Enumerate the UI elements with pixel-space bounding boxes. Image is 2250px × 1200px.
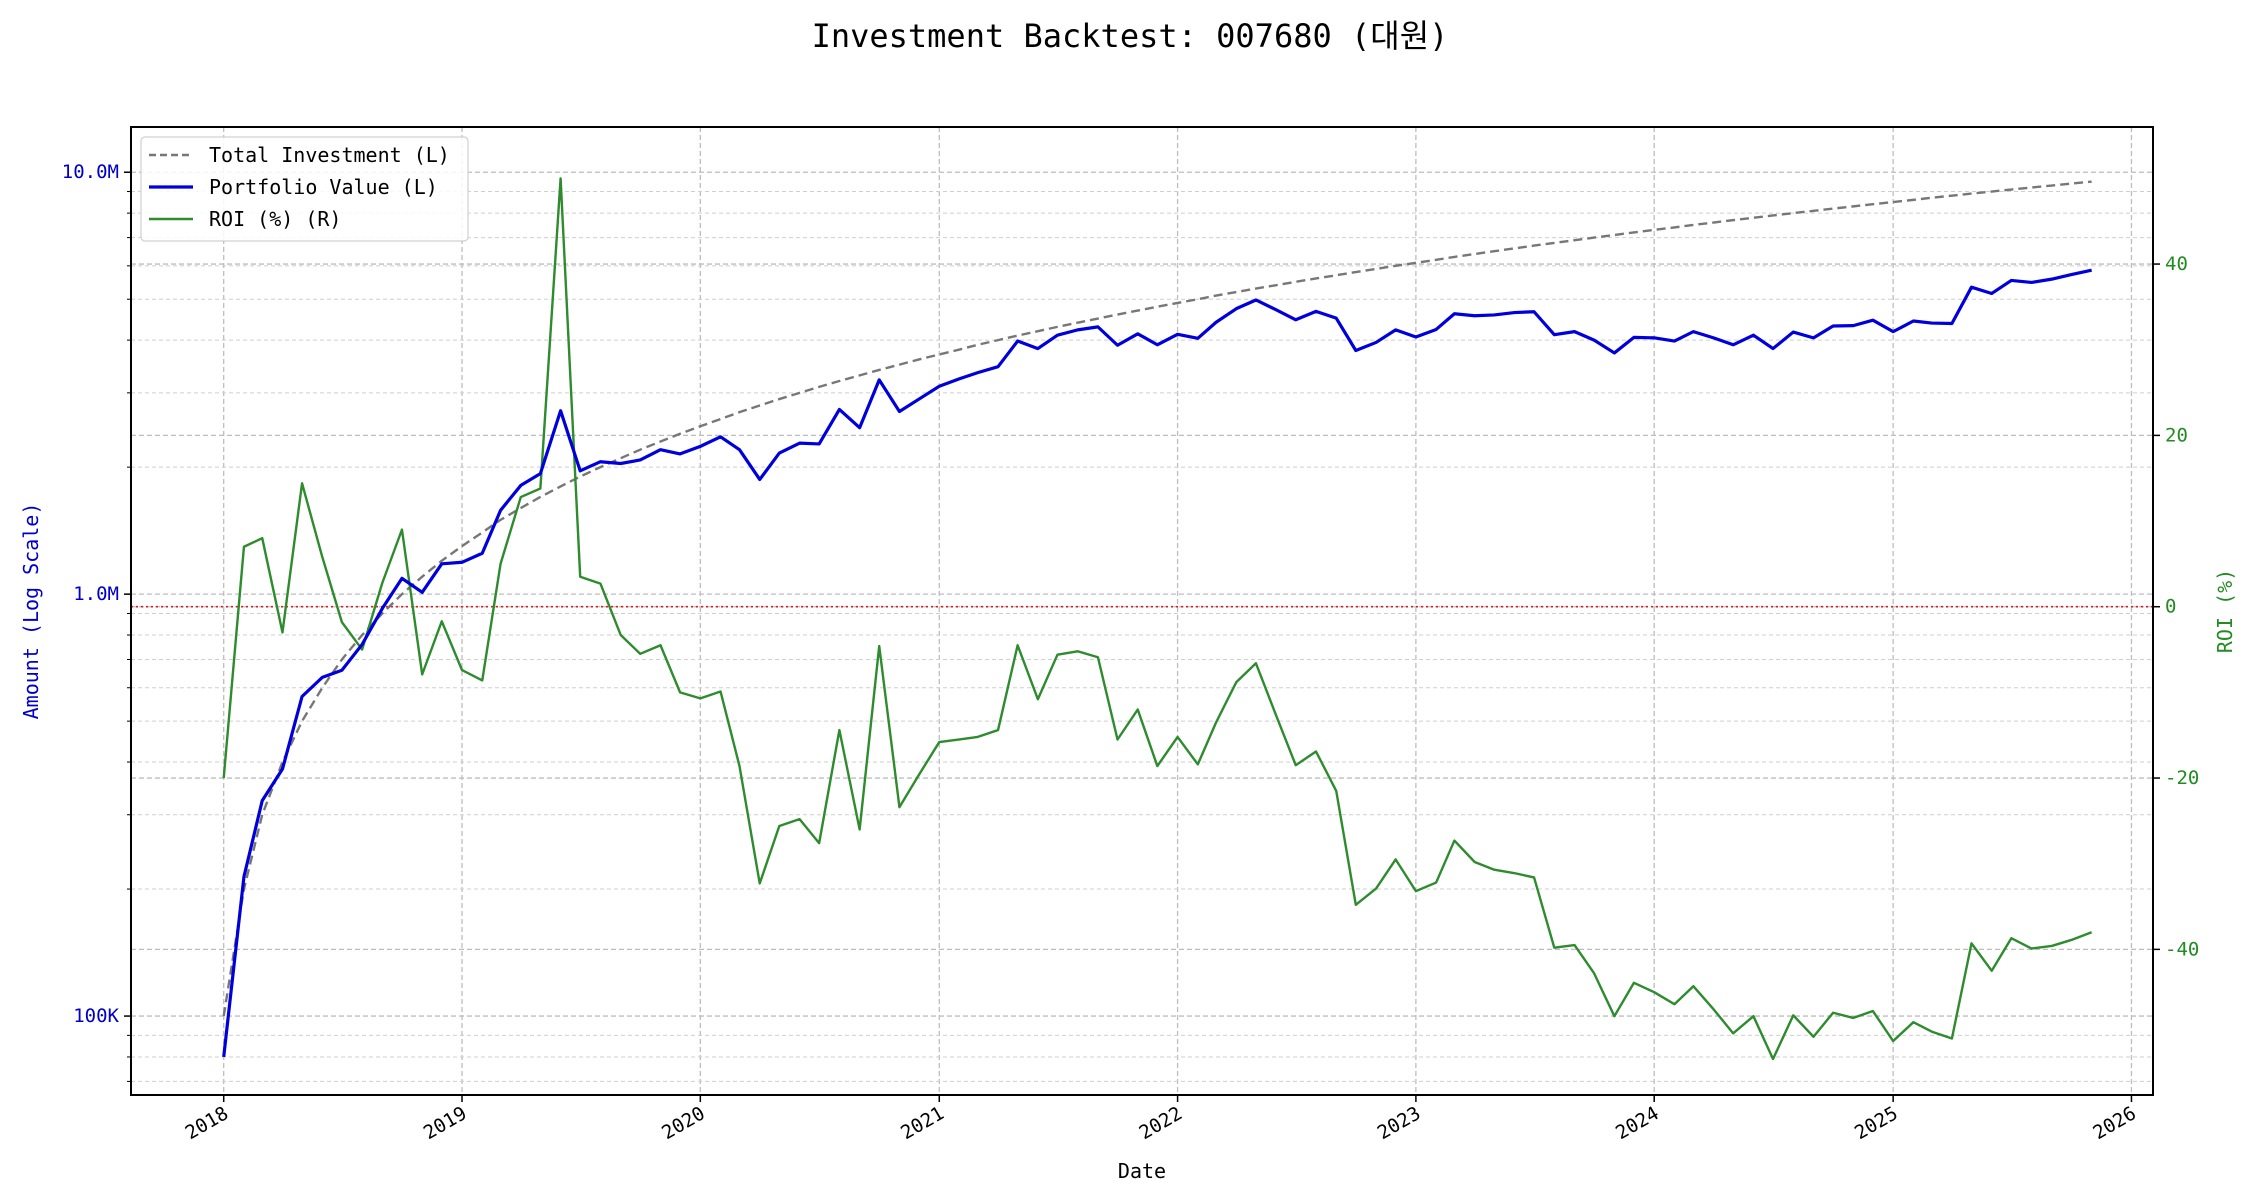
x-axis: 2018 2019 2020 2021 2022 2023 2024 2025 2026 bbox=[182, 1095, 2140, 1144]
x-tick-label: 2023 bbox=[1374, 1102, 1425, 1144]
right-axis: -40 -20 0 20 40 bbox=[2153, 253, 2199, 960]
left-axis-label: Amount (Log Scale) bbox=[19, 503, 43, 720]
right-axis-label: ROI (%) bbox=[2213, 569, 2237, 653]
y-tick-label-right: -40 bbox=[2165, 938, 2199, 960]
x-tick-label: 2021 bbox=[897, 1102, 948, 1144]
legend: Total Investment (L) Portfolio Value (L) R… bbox=[140, 136, 469, 242]
y-tick-label-right: 0 bbox=[2165, 596, 2176, 618]
legend-label: Total Investment (L) bbox=[209, 143, 450, 167]
series-lines bbox=[222, 177, 2093, 1061]
x-tick-label: 2022 bbox=[1135, 1102, 1186, 1144]
legend-box bbox=[140, 136, 469, 242]
y-tick-label-left: 1.0M bbox=[73, 583, 119, 605]
portfolio-value-line bbox=[222, 268, 2092, 1058]
x-tick-label: 2026 bbox=[2089, 1102, 2140, 1144]
x-axis-label: Date bbox=[1118, 1159, 1166, 1183]
roi-line-points bbox=[223, 178, 2092, 1060]
x-tick-label: 2018 bbox=[182, 1102, 233, 1144]
legend-label: Portfolio Value (L) bbox=[209, 175, 438, 199]
grid bbox=[131, 127, 2153, 1095]
y-tick-label-right: -20 bbox=[2165, 767, 2199, 789]
chart-title: Investment Backtest: 007680 (대원) bbox=[812, 17, 1449, 55]
portfolio-value-line-points bbox=[223, 270, 2092, 1057]
y-tick-label-right: 40 bbox=[2165, 253, 2188, 275]
legend-label: ROI (%) (R) bbox=[209, 207, 341, 231]
plot-frame bbox=[130, 126, 2154, 1096]
x-tick-label: 2024 bbox=[1612, 1102, 1663, 1144]
total-investment-line-points bbox=[223, 181, 2092, 1017]
y-tick-label-right: 20 bbox=[2165, 424, 2188, 446]
x-tick-label: 2020 bbox=[658, 1102, 709, 1144]
roi-line bbox=[222, 177, 2093, 1061]
y-tick-label-left: 10.0M bbox=[62, 161, 119, 183]
x-tick-label: 2019 bbox=[420, 1102, 471, 1144]
total-investment-line bbox=[222, 180, 2092, 1017]
x-tick-label: 2025 bbox=[1851, 1102, 1902, 1144]
left-axis: 100K 1.0M 10.0M bbox=[62, 161, 131, 1082]
y-tick-label-left: 100K bbox=[73, 1005, 119, 1027]
